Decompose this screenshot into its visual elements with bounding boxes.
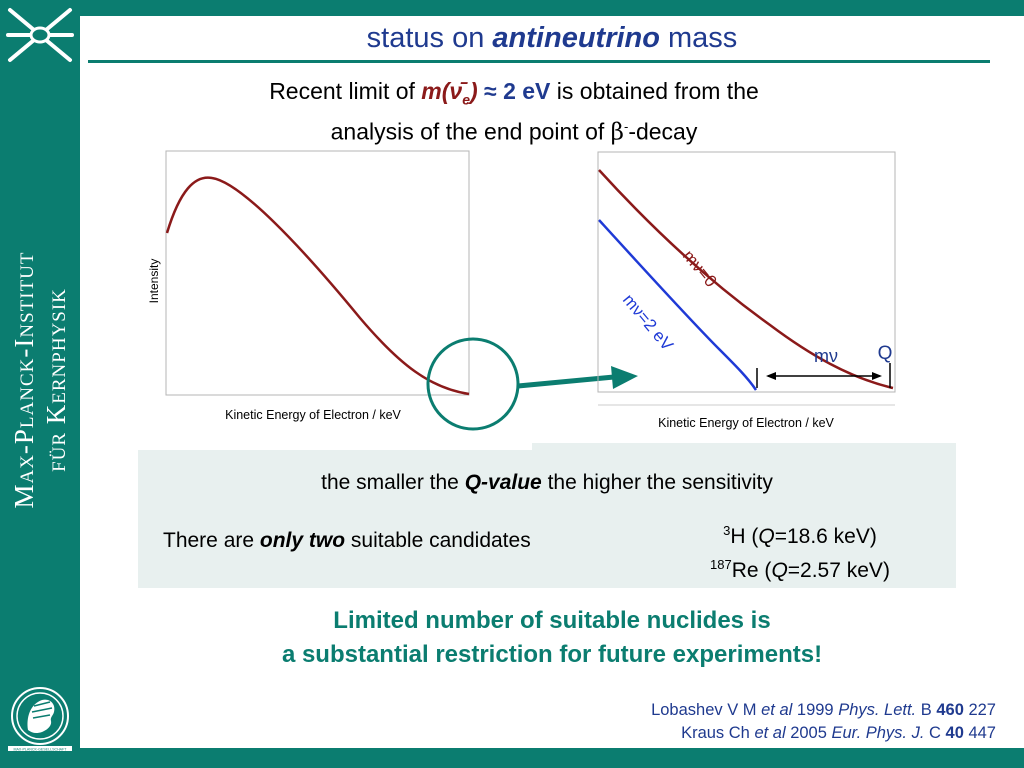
left-spectrum-plot: Intensity Kinetic Energy of Electron / k… bbox=[147, 150, 520, 431]
minerva-seal-icon: MAX-PLANCK-GESELLSCHAFT bbox=[8, 687, 72, 752]
sensitivity-statement: the smaller the Q-value the higher the s… bbox=[321, 471, 773, 494]
beta-spectrum-curve bbox=[165, 176, 470, 396]
curve-2ev-mass bbox=[598, 219, 758, 391]
mass-gap-label: mν bbox=[814, 346, 838, 366]
nuclide-list: 3H (Q=18.6 keV) 187Re (Q=2.57 keV) bbox=[670, 517, 930, 585]
right-energy-axis-label: Kinetic Energy of Electron / keV bbox=[658, 416, 834, 430]
zoom-arrow bbox=[517, 366, 638, 389]
institute-logo-icon bbox=[6, 8, 74, 62]
conclusion-line-2: a substantial restriction for future exp… bbox=[281, 641, 823, 668]
title-underline bbox=[88, 60, 990, 63]
reference-1: Lobashev V M et al 1999 Phys. Lett. B 46… bbox=[651, 701, 996, 719]
right-endpoint-plot: mν Q mν=0 mν=2 eV Kinetic Energy of Elec… bbox=[597, 151, 896, 430]
intro-line-2: analysis of the end point of β--decay bbox=[330, 118, 698, 146]
left-energy-axis-label: Kinetic Energy of Electron / keV bbox=[225, 408, 401, 422]
curve-massless bbox=[598, 169, 894, 390]
nuclide-rhenium: 187Re (Q=2.57 keV) bbox=[710, 557, 890, 582]
q-endpoint-label: Q bbox=[878, 343, 893, 364]
endpoint-highlight-circle bbox=[426, 337, 520, 431]
slide-title: status on antineutrino mass bbox=[366, 22, 738, 54]
info-panel bbox=[138, 450, 956, 588]
reference-2: Kraus Ch et al 2005 Eur. Phys. J. C 40 4… bbox=[681, 724, 996, 742]
title-emphasis: antineutrino bbox=[492, 22, 660, 54]
seal-caption: MAX-PLANCK-GESELLSCHAFT bbox=[14, 748, 68, 752]
candidates-statement: There are only two suitable candidates bbox=[163, 529, 531, 552]
nuclide-tritium: 3H (Q=18.6 keV) bbox=[723, 523, 877, 548]
conclusion-line-1: Limited number of suitable nuclides is bbox=[333, 607, 771, 634]
curve-massless-label: mν=0 bbox=[679, 246, 721, 290]
info-panel-tab bbox=[532, 443, 956, 453]
curve-2ev-label: mν=2 eV bbox=[619, 290, 677, 354]
intensity-axis-label: Intensity bbox=[147, 259, 161, 304]
intro-line-1: Recent limit of m(ν̄e) ≈ 2 eV is obtaine… bbox=[269, 78, 759, 108]
